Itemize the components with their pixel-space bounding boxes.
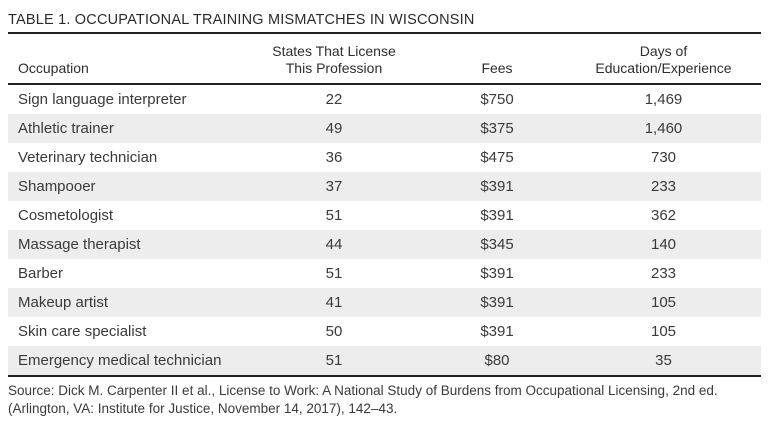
cell-states: 51 xyxy=(325,207,343,224)
table-row: Skin care specialist 50 $391 105 xyxy=(8,317,761,346)
cell-days: 105 xyxy=(650,294,677,311)
cell-occupation: Sign language interpreter xyxy=(18,91,187,108)
cell-fees: $391 xyxy=(480,294,514,311)
column-header-states: States That License This Profession xyxy=(240,43,428,77)
cell-days: 362 xyxy=(650,207,677,224)
column-header-occupation: Occupation xyxy=(18,60,89,76)
cell-states: 51 xyxy=(325,265,343,282)
source-note: Source: Dick M. Carpenter II et al., Lic… xyxy=(8,382,760,418)
cell-days: 35 xyxy=(655,352,672,369)
cell-fees: $391 xyxy=(480,178,514,195)
cell-states: 41 xyxy=(325,294,343,311)
cell-days: 1,469 xyxy=(644,91,683,108)
table-row: Sign language interpreter 22 $750 1,469 xyxy=(8,85,761,114)
column-header-fees: Fees xyxy=(481,60,513,76)
header-divider xyxy=(8,83,761,85)
table-row: Athletic trainer 49 $375 1,460 xyxy=(8,114,761,143)
cell-fees: $375 xyxy=(480,120,514,137)
cell-days: 140 xyxy=(650,236,677,253)
cell-occupation: Veterinary technician xyxy=(18,149,158,166)
cell-occupation: Cosmetologist xyxy=(18,207,114,224)
cell-occupation: Emergency medical technician xyxy=(18,352,222,369)
column-header-days: Days of Education/Experience xyxy=(566,43,761,77)
table-body: Sign language interpreter 22 $750 1,469 … xyxy=(8,85,761,375)
title-divider xyxy=(8,32,761,34)
cell-days: 233 xyxy=(650,265,677,282)
cell-states: 44 xyxy=(325,236,343,253)
cell-states: 22 xyxy=(325,91,343,108)
source-line-1: Source: Dick M. Carpenter II et al., Lic… xyxy=(8,383,718,398)
column-header-states-line2: This Profession xyxy=(285,60,383,76)
cell-fees: $80 xyxy=(484,352,510,369)
cell-days: 233 xyxy=(650,178,677,195)
cell-fees: $391 xyxy=(480,323,514,340)
cell-fees: $391 xyxy=(480,265,514,282)
table-row: Massage therapist 44 $345 140 xyxy=(8,230,761,259)
cell-fees: $345 xyxy=(480,236,514,253)
cell-occupation: Athletic trainer xyxy=(18,120,114,137)
cell-fees: $750 xyxy=(480,91,514,108)
source-line-2: (Arlington, VA: Institute for Justice, N… xyxy=(8,401,398,416)
cell-occupation: Shampooer xyxy=(18,178,96,195)
cell-days: 1,460 xyxy=(644,120,683,137)
table-row: Shampooer 37 $391 233 xyxy=(8,172,761,201)
cell-days: 105 xyxy=(650,323,677,340)
page-title: TABLE 1. OCCUPATIONAL TRAINING MISMATCHE… xyxy=(8,12,475,28)
table-row: Veterinary technician 36 $475 730 xyxy=(8,143,761,172)
table-row: Emergency medical technician 51 $80 35 xyxy=(8,346,761,375)
cell-fees: $391 xyxy=(480,207,514,224)
table-row: Makeup artist 41 $391 105 xyxy=(8,288,761,317)
column-header-days-line1: Days of xyxy=(639,43,688,59)
cell-occupation: Makeup artist xyxy=(18,294,109,311)
table-row: Cosmetologist 51 $391 362 xyxy=(8,201,761,230)
cell-occupation: Barber xyxy=(18,265,64,282)
column-header-days-line2: Education/Experience xyxy=(595,60,732,76)
cell-states: 49 xyxy=(325,120,343,137)
cell-states: 51 xyxy=(325,352,343,369)
table-bottom-divider xyxy=(8,375,761,377)
cell-occupation: Massage therapist xyxy=(18,236,141,253)
cell-states: 36 xyxy=(325,149,343,166)
cell-states: 50 xyxy=(325,323,343,340)
cell-days: 730 xyxy=(650,149,677,166)
cell-states: 37 xyxy=(325,178,343,195)
table-header-row: Occupation States That License This Prof… xyxy=(0,34,768,83)
column-header-states-line1: States That License xyxy=(272,43,396,59)
cell-occupation: Skin care specialist xyxy=(18,323,147,340)
cell-fees: $475 xyxy=(480,149,514,166)
table-row: Barber 51 $391 233 xyxy=(8,259,761,288)
